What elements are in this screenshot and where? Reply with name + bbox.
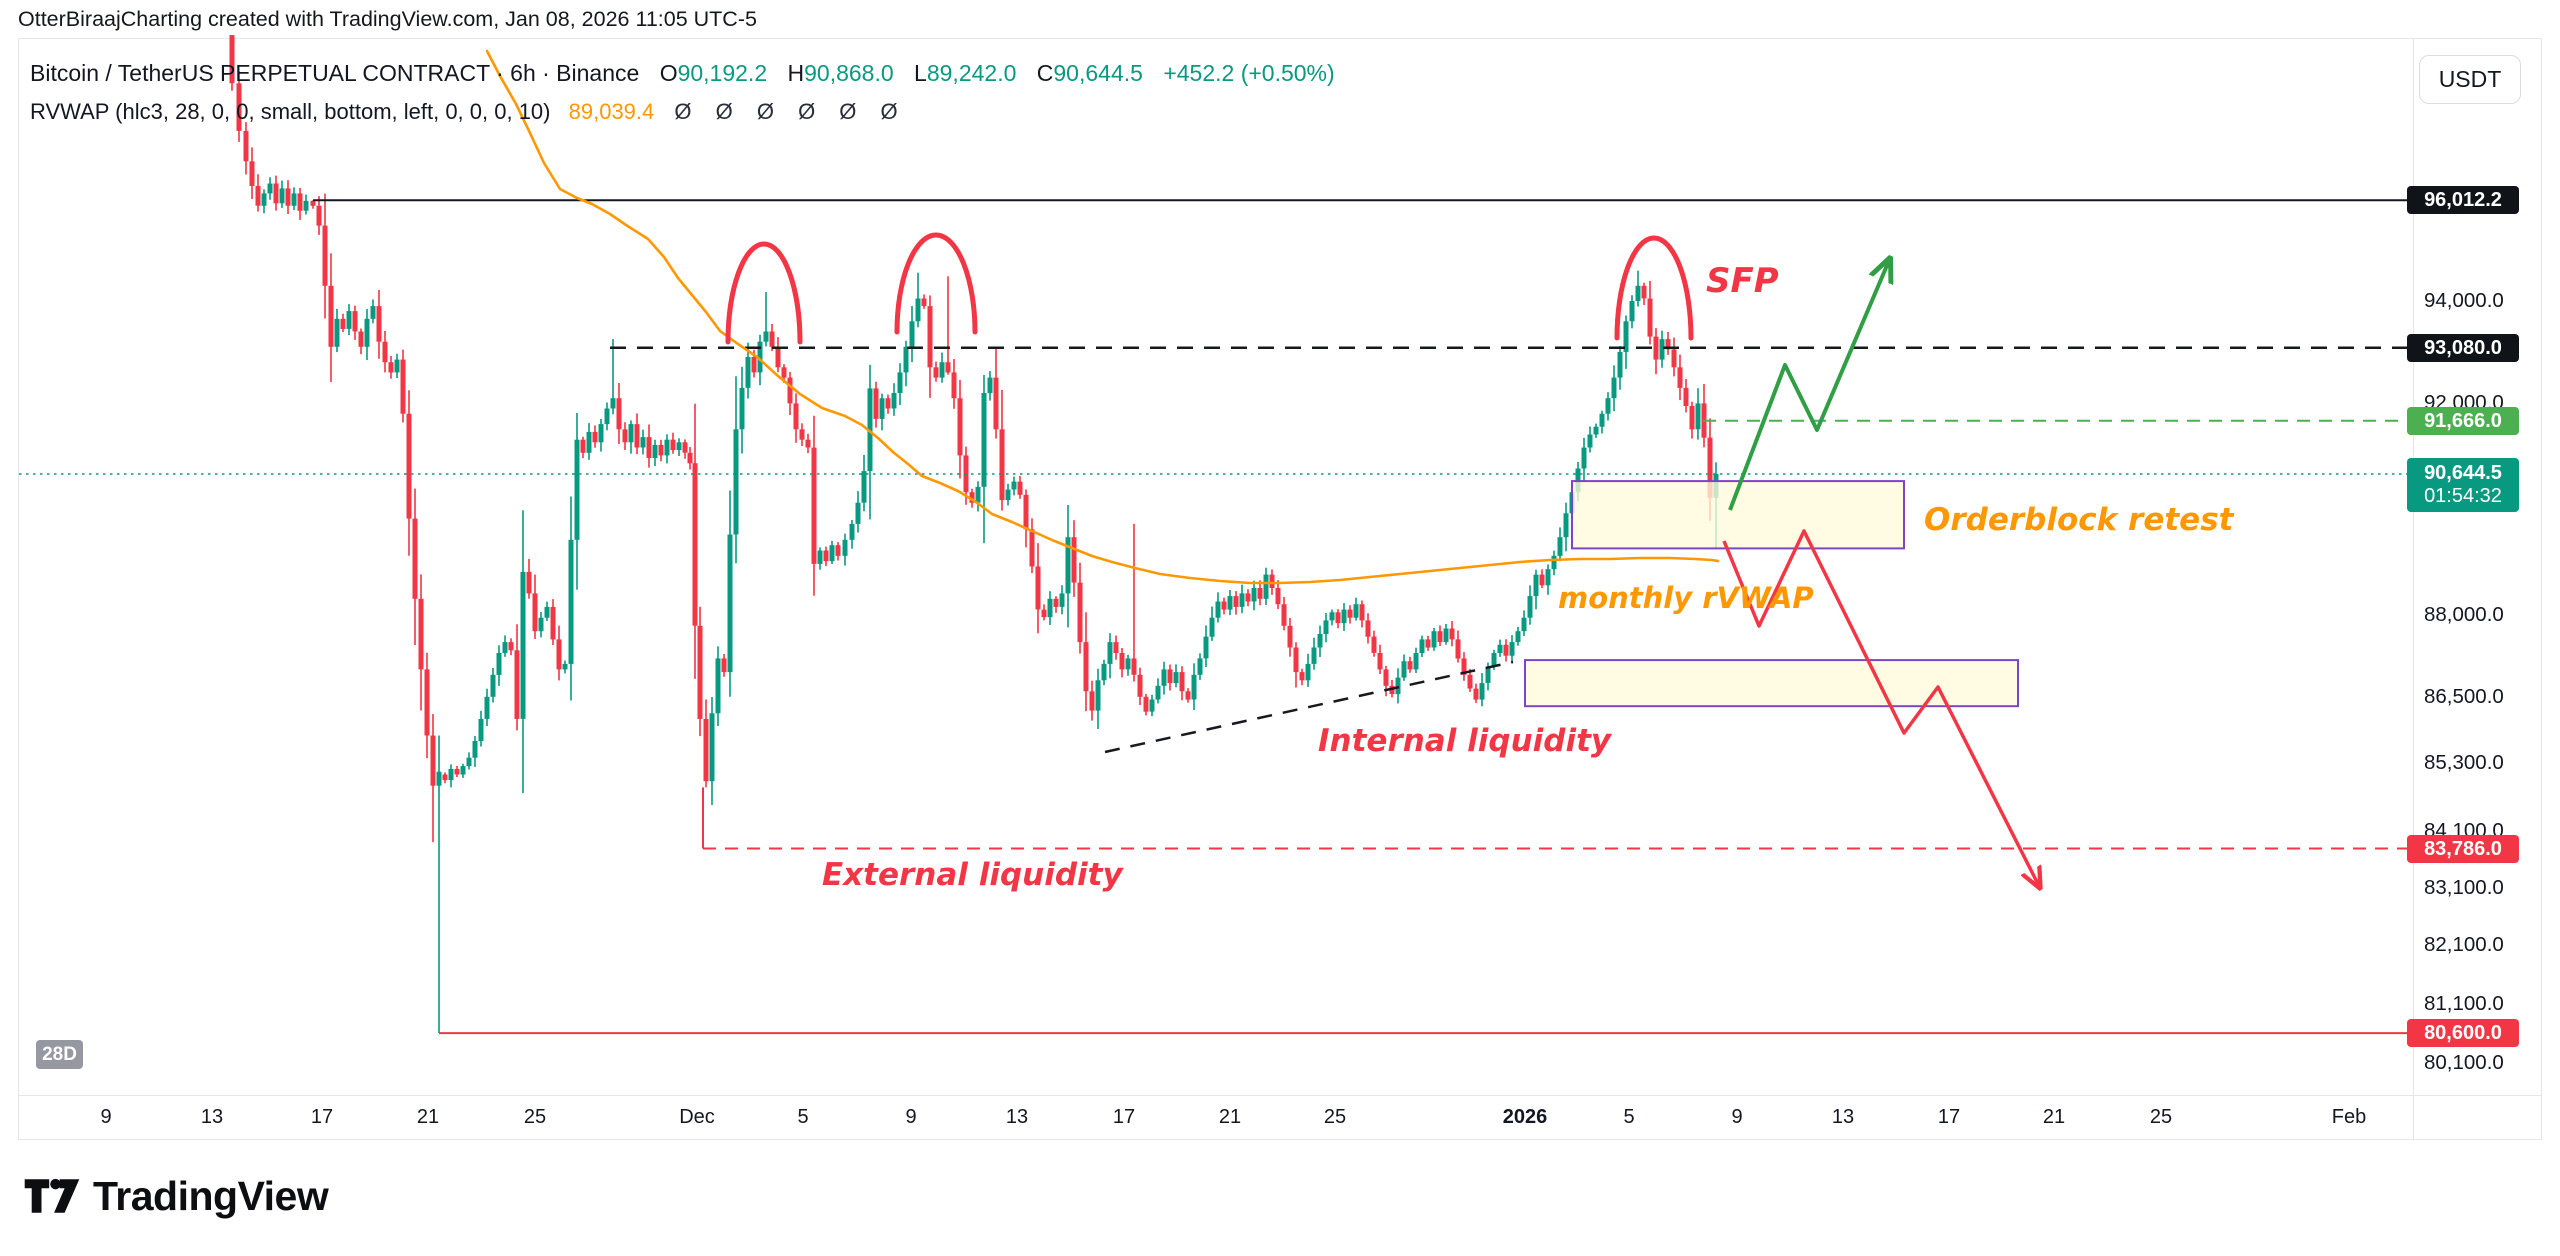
price-level-chip: 91,666.0: [2407, 407, 2519, 435]
price-level-chip: 83,786.0: [2407, 835, 2519, 863]
price-tick-label: 82,100.0: [2424, 933, 2504, 956]
sfp-arc-3[interactable]: [1614, 235, 1694, 341]
bearish-projection-arrow[interactable]: [1722, 529, 2038, 884]
price-level-chip: 96,012.2: [2407, 186, 2519, 214]
time-tick-label: 2026: [1502, 1106, 1548, 1128]
time-tick-label: 25: [523, 1106, 547, 1128]
time-tick-label: 17: [1112, 1106, 1136, 1128]
annotation-external-liquidity[interactable]: External liquidity: [822, 857, 1123, 893]
chart-pane-border: [18, 38, 2542, 1140]
current-price-chip: 90,644.5 01:54:32: [2407, 458, 2519, 512]
indicator-zeros: Ø Ø Ø Ø Ø Ø: [674, 99, 907, 124]
time-tick-label: 13: [1005, 1106, 1029, 1128]
time-tick-label: 9: [1731, 1106, 1743, 1128]
attribution-text: OtterBiraajCharting created with Trading…: [18, 7, 757, 31]
time-tick-label: 21: [2042, 1106, 2066, 1128]
candlesticks: [229, 35, 1719, 1034]
interval-badge: 28D: [36, 1040, 83, 1069]
ohlc-open: O90,192.2: [659, 60, 768, 86]
internal-liquidity-trendline[interactable]: [1104, 660, 1514, 754]
sfp-arc-2[interactable]: [894, 232, 978, 335]
sfp-arc-1[interactable]: [725, 241, 803, 345]
price-axis-separator: [2413, 38, 2414, 1140]
time-tick-label: 17: [310, 1106, 334, 1128]
time-tick-label: 13: [1831, 1106, 1855, 1128]
rvwap-line: [485, 49, 1720, 585]
time-tick-label: 25: [2149, 1106, 2173, 1128]
annotation-monthly-rvwap[interactable]: monthly rVWAP: [1558, 581, 1814, 615]
price-tick-label: 80,100.0: [2424, 1051, 2504, 1074]
price-tick-label: 85,300.0: [2424, 751, 2504, 774]
price-tick-label: 86,500.0: [2424, 685, 2504, 708]
annotation-internal-liquidity[interactable]: Internal liquidity: [1318, 723, 1612, 759]
price-change: +452.2 (+0.50%): [1163, 60, 1335, 86]
time-axis-separator: [18, 1095, 2542, 1096]
price-tick-label: 81,100.0: [2424, 992, 2504, 1015]
tradingview-logo-icon: [24, 1178, 80, 1213]
tradingview-attribution[interactable]: TradingView: [24, 1172, 329, 1220]
time-tick-label: 21: [416, 1106, 440, 1128]
tradingview-brand-text: TradingView: [93, 1172, 329, 1219]
time-tick-label: 25: [1323, 1106, 1347, 1128]
price-tick-label: 94,000.0: [2424, 289, 2504, 312]
symbol-title[interactable]: Bitcoin / TetherUS PERPETUAL CONTRACT · …: [30, 60, 640, 86]
indicator-value: 89,039.4: [568, 99, 655, 124]
time-tick-label: 5: [1623, 1106, 1635, 1128]
ohlc-close: C90,644.5: [1036, 60, 1143, 86]
time-tick-label: 17: [1937, 1106, 1961, 1128]
time-tick-label: Dec: [679, 1106, 715, 1128]
time-tick-label: 9: [100, 1106, 112, 1128]
time-tick-label: 5: [797, 1106, 809, 1128]
price-tick-label: 83,100.0: [2424, 876, 2504, 899]
time-tick-label: Feb: [2331, 1106, 2367, 1128]
time-tick-label: 13: [200, 1106, 224, 1128]
price-level-chip: 80,600.0: [2407, 1019, 2519, 1047]
ohlc-high: H90,868.0: [787, 60, 894, 86]
bullish-projection-arrow[interactable]: [1728, 263, 1888, 511]
annotation-sfp[interactable]: SFP: [1706, 261, 1779, 301]
internal-liquidity-zone[interactable]: [1524, 659, 2019, 708]
indicator-title[interactable]: RVWAP (hlc3, 28, 0, 0, small, bottom, le…: [30, 99, 551, 124]
time-tick-label: 9: [905, 1106, 917, 1128]
ohlc-low: L89,242.0: [914, 60, 1017, 86]
chart-legend: Bitcoin / TetherUS PERPETUAL CONTRACT · …: [30, 60, 1335, 125]
price-level-chip: 93,080.0: [2407, 334, 2519, 362]
annotation-orderblock-retest[interactable]: Orderblock retest: [1924, 502, 2234, 538]
price-tick-label: 88,000.0: [2424, 603, 2504, 626]
currency-toggle-button[interactable]: USDT: [2419, 55, 2521, 104]
time-tick-label: 21: [1218, 1106, 1242, 1128]
